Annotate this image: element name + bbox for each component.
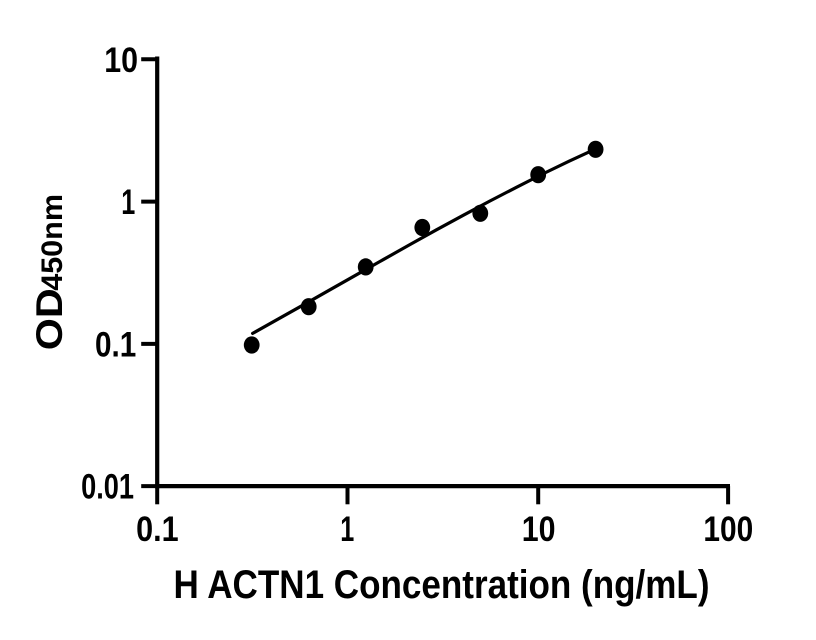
svg-text:100: 100 (703, 509, 753, 549)
svg-text:0.1: 0.1 (95, 324, 136, 364)
svg-text:OD: OD (29, 288, 70, 350)
svg-text:1: 1 (121, 182, 135, 222)
svg-text:10: 10 (522, 509, 556, 549)
svg-text:0.1: 0.1 (136, 509, 179, 549)
svg-text:1: 1 (340, 509, 354, 549)
svg-text:0.01: 0.01 (81, 467, 134, 507)
svg-text:450nm: 450nm (36, 194, 69, 291)
svg-text:H ACTN1 Concentration (ng/mL): H ACTN1 Concentration (ng/mL) (174, 563, 710, 607)
svg-text:10: 10 (104, 40, 138, 80)
